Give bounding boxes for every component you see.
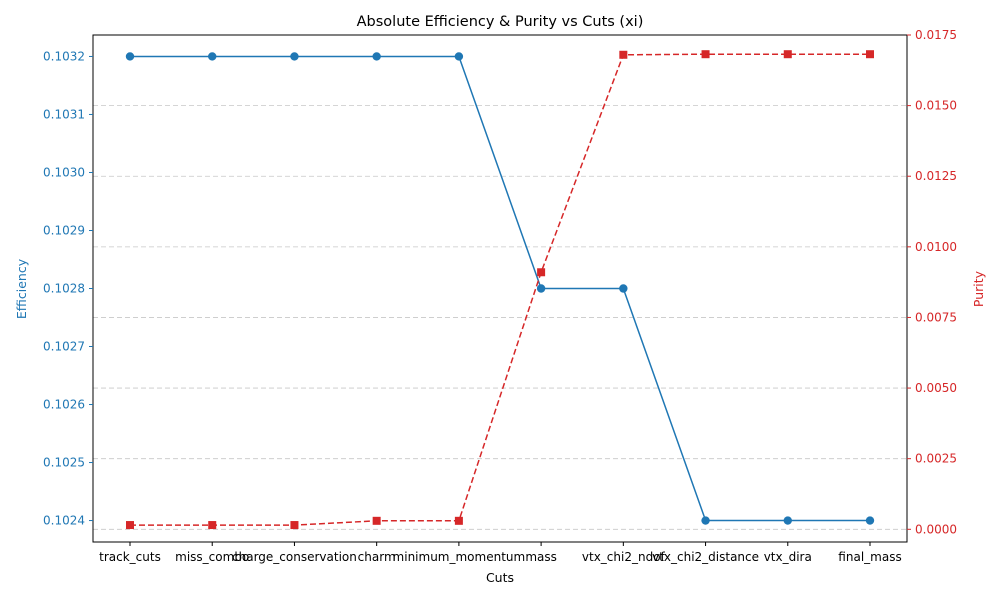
left-y-tick-label: 0.1025 [43, 456, 85, 470]
right-y-tick-label: 0.0175 [915, 28, 957, 42]
efficiency-point [372, 52, 381, 61]
efficiency-point [783, 516, 792, 525]
purity-point [619, 50, 628, 59]
right-y-tick-label: 0.0125 [915, 169, 957, 183]
efficiency-point [125, 52, 135, 61]
left-y-tick-label: 0.1027 [43, 340, 85, 354]
x-tick-label: final_mass [838, 550, 901, 564]
purity-point [208, 521, 217, 530]
purity-point [290, 521, 299, 530]
series-line-purity [130, 53, 870, 526]
chart-title: Absolute Efficiency & Purity vs Cuts (xi… [357, 14, 644, 30]
x-tick-label: minimum_momentum [393, 550, 526, 564]
purity-point [454, 516, 463, 525]
left-y-tick-label: 0.1030 [43, 165, 85, 179]
plot-frame [92, 34, 908, 543]
left-y-tick-label: 0.1028 [43, 282, 85, 296]
x-axis-label: Cuts [486, 570, 514, 585]
efficiency-point [290, 52, 299, 61]
efficiency-point [536, 284, 546, 293]
efficiency-point [619, 284, 628, 293]
purity-point [372, 516, 381, 525]
purity-point [866, 50, 874, 59]
right-y-tick-label: 0.0100 [915, 240, 957, 254]
x-tick-label: vtx_chi2_distance [652, 550, 759, 564]
left-y-tick-label: 0.1029 [43, 223, 85, 237]
x-tick-label: track_cuts [99, 550, 161, 564]
series-line-efficiency [130, 55, 870, 522]
efficiency-point [701, 516, 710, 525]
left-y-axis-label: Efficiency [14, 258, 29, 319]
x-tick-label: vtx_chi2_ndof [582, 550, 666, 564]
left-y-tick-label: 0.1032 [43, 49, 85, 63]
x-tick-label: mass [525, 550, 557, 564]
x-tick-label: miss_combo [175, 550, 249, 564]
x-tick-label: vtx_dira [764, 550, 812, 564]
purity-point [537, 268, 546, 277]
right-y-tick-label: 0.0075 [915, 310, 957, 324]
purity-point [701, 50, 710, 59]
efficiency-point [865, 516, 875, 525]
series-layer [125, 50, 875, 530]
x-tick-label: charge_conservation [232, 550, 357, 564]
left-y-tick-label: 0.1026 [43, 398, 85, 412]
efficiency-point [208, 52, 217, 61]
right-y-tick-label: 0.0025 [915, 452, 957, 466]
grid-lines [93, 34, 907, 530]
purity-point [783, 50, 792, 59]
x-tick-label: charm [358, 550, 396, 564]
right-y-axis-label: Purity [971, 270, 986, 307]
right-y-tick-label: 0.0000 [915, 522, 957, 536]
left-y-tick-label: 0.1024 [43, 514, 85, 528]
purity-point [126, 521, 134, 530]
left-y-tick-label: 0.1031 [43, 107, 85, 121]
right-y-tick-label: 0.0050 [915, 381, 957, 395]
efficiency-point [454, 52, 464, 61]
right-y-tick-label: 0.0150 [915, 99, 957, 113]
